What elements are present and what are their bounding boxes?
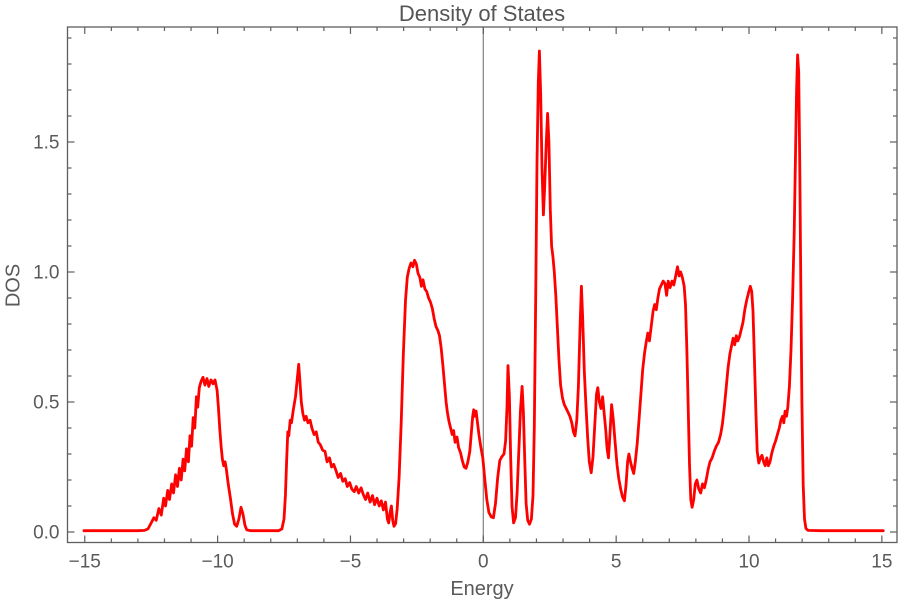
y-tick-label: 0.0 [33, 522, 59, 543]
x-tick-label: 0 [478, 552, 489, 573]
x-axis-label: Energy [450, 578, 514, 600]
x-tick-label: −15 [69, 552, 101, 573]
x-tick-label: 5 [611, 552, 622, 573]
plot-frame [66, 26, 898, 544]
x-tick-label: −5 [340, 552, 362, 573]
x-tick-label: −10 [202, 552, 234, 573]
y-tick-label: 1.5 [33, 132, 59, 153]
y-axis-label: DOS [2, 263, 25, 308]
x-tick-label: 10 [738, 552, 759, 573]
plot-title: Density of States [398, 1, 566, 26]
x-tick-label: 15 [871, 552, 892, 573]
y-tick-label: 0.5 [33, 392, 59, 413]
dos-curve [82, 49, 885, 533]
y-tick-label: 1.0 [33, 262, 59, 283]
